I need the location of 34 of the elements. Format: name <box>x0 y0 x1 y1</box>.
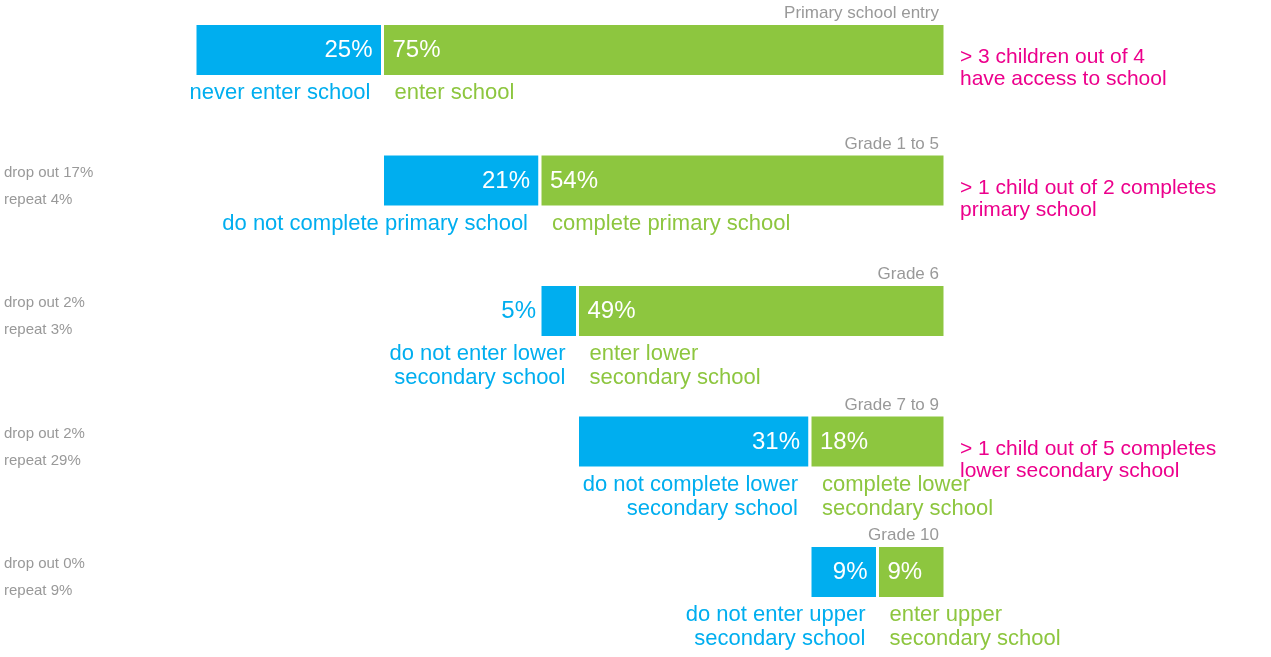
data-label: 25% <box>324 35 373 62</box>
text: repeat 29% <box>4 450 81 468</box>
data-label: 18% <box>820 426 869 454</box>
data-label: 54% <box>550 165 599 193</box>
data-label: 49% <box>587 296 636 323</box>
annotation: never enter school <box>189 79 371 104</box>
data-label: 75% <box>392 35 441 62</box>
annotation: enter lower secondary school <box>589 340 761 389</box>
text: > 1 child out of 2 completes primary school <box>960 174 1217 220</box>
text: drop out 0% <box>4 554 85 571</box>
text: repeat 9% <box>4 581 73 598</box>
annotation: complete primary school <box>552 209 791 235</box>
y-tick-label: Primary school entry <box>784 3 940 22</box>
text: drop out 17% <box>4 162 94 180</box>
annotation: do not complete lower secondary school <box>582 470 798 520</box>
data-label: 21% <box>481 165 530 193</box>
text: drop out 2% <box>4 293 85 310</box>
y-tick-label: Grade 6 <box>877 264 939 283</box>
y-tick-label: Grade 10 <box>868 525 939 544</box>
y-tick-label: Grade 7 to 9 <box>844 394 939 414</box>
data-label: 9% <box>832 557 868 584</box>
data-label: 9% <box>887 557 923 584</box>
text: enter upper secondary school <box>889 601 1061 650</box>
text: do not enter upper secondary school <box>685 601 866 650</box>
text: drop out 2% <box>4 423 85 441</box>
data-label: 31% <box>751 426 800 454</box>
data-label: 5% <box>501 296 536 323</box>
annotation: do not enter lower secondary school <box>389 340 566 389</box>
y-tick-label: Grade 1 to 5 <box>844 133 939 153</box>
text: repeat 3% <box>4 320 73 337</box>
annotation: enter school <box>394 79 515 104</box>
text: repeat 4% <box>4 189 73 207</box>
annotation: do not complete primary school <box>222 209 528 235</box>
text: > 3 children out of 4 have access to school <box>960 44 1167 89</box>
